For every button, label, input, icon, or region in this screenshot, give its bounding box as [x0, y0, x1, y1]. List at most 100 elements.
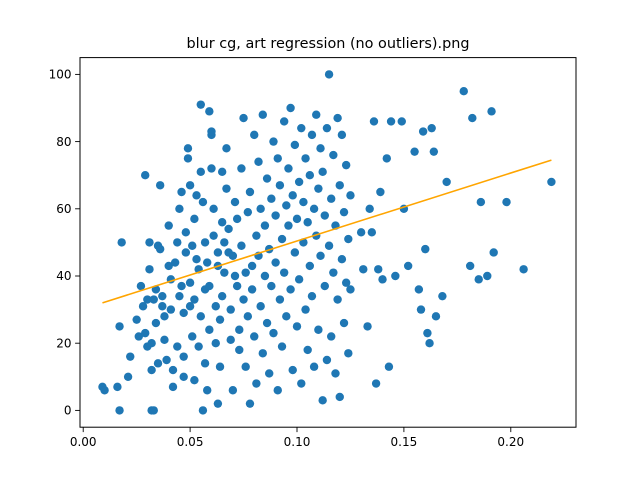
scatter-point [190, 214, 199, 224]
scatter-point [235, 325, 244, 334]
scatter-point [258, 349, 267, 358]
scatter-point [275, 295, 285, 304]
scatter-point [284, 221, 293, 230]
scatter-point [301, 305, 310, 314]
scatter-point [245, 187, 255, 197]
scatter-point [474, 275, 483, 284]
scatter-point [166, 305, 176, 314]
scatter-point [519, 265, 528, 274]
scatter-point [188, 332, 197, 341]
scatter-point [339, 318, 349, 328]
scatter-point [423, 328, 432, 338]
scatter-point [410, 147, 419, 156]
scatter-point [305, 261, 315, 271]
scatter-point [252, 231, 261, 240]
scatter-point [232, 214, 242, 224]
scatter-point [344, 349, 353, 358]
scatter-point [190, 295, 199, 304]
scatter-point [341, 160, 351, 170]
scatter-point [241, 362, 250, 371]
scatter-point [153, 359, 163, 368]
scatter-point [273, 386, 282, 395]
scatter-point [292, 322, 302, 331]
scatter-point [269, 328, 278, 338]
scatter-point [211, 339, 220, 348]
scatter-point [267, 281, 276, 291]
scatter-point [207, 127, 216, 136]
scatter-point [301, 154, 310, 163]
scatter-point [286, 285, 295, 294]
x-tick-label: 0.10 [284, 435, 311, 449]
scatter-point [141, 328, 150, 338]
scatter-point [213, 248, 223, 257]
scatter-point [459, 87, 468, 96]
scatter-point [151, 318, 161, 328]
scatter-point [256, 204, 265, 213]
scatter-point [382, 154, 391, 163]
scatter-point [145, 238, 154, 247]
scatter-point [239, 113, 248, 123]
scatter-point [220, 238, 229, 247]
scatter-point [346, 285, 355, 294]
scatter-point [297, 379, 306, 388]
scatter-point [284, 164, 293, 173]
scatter-point [337, 130, 347, 140]
scatter-point [173, 238, 182, 247]
scatter-point [425, 339, 434, 348]
scatter-point [200, 359, 210, 368]
scatter-point [271, 211, 280, 220]
scatter-point [359, 265, 368, 274]
scatter-point [149, 295, 158, 304]
scatter-point [418, 127, 428, 136]
scatter-point [237, 164, 246, 173]
regression-line-layer [102, 159, 552, 304]
scatter-point [149, 406, 158, 415]
scatter-point [175, 204, 184, 213]
scatter-point [384, 362, 394, 371]
scatter-point [113, 382, 122, 392]
scatter-point [141, 171, 150, 180]
scatter-point [217, 218, 227, 227]
scatter-point [250, 332, 259, 341]
scatter-point [378, 275, 387, 284]
scatter-point [211, 302, 220, 311]
scatter-point [207, 164, 216, 173]
x-tick-label: 0.05 [177, 435, 204, 449]
scatter-point [256, 302, 265, 311]
scatter-point [337, 255, 347, 264]
scatter-point [397, 117, 406, 126]
scatter-point [162, 355, 171, 365]
scatter-point [188, 241, 197, 250]
scatter-point [429, 147, 439, 156]
scatter-point [331, 369, 340, 378]
scatter-point [209, 204, 218, 213]
y-tick-label: 60 [56, 202, 71, 216]
scatter-point [164, 221, 173, 230]
scatter-point [487, 107, 496, 116]
scatter-point [147, 339, 156, 348]
scatter-point [275, 181, 285, 190]
scatter-point [179, 372, 188, 381]
scatter-point [307, 130, 317, 140]
scatter-point [196, 100, 205, 109]
scatter-point [155, 181, 165, 190]
scatter-point [286, 103, 295, 113]
scatter-point [228, 251, 238, 261]
scatter-point [465, 261, 475, 271]
scatter-point [282, 201, 291, 210]
scatter-point [299, 197, 308, 207]
scatter-point [185, 181, 195, 190]
scatter-point [324, 70, 334, 79]
scatter-point [322, 123, 332, 133]
scatter-point [222, 144, 231, 153]
scatter-point [126, 352, 135, 361]
scatter-point [226, 335, 235, 345]
scatter-point [374, 265, 383, 274]
data-points [98, 70, 556, 415]
scatter-point [346, 191, 355, 200]
scatter-point [215, 315, 225, 324]
scatter-point [185, 278, 195, 287]
scatter-point [237, 241, 246, 250]
scatter-point [468, 113, 477, 123]
scatter-point [213, 399, 223, 408]
